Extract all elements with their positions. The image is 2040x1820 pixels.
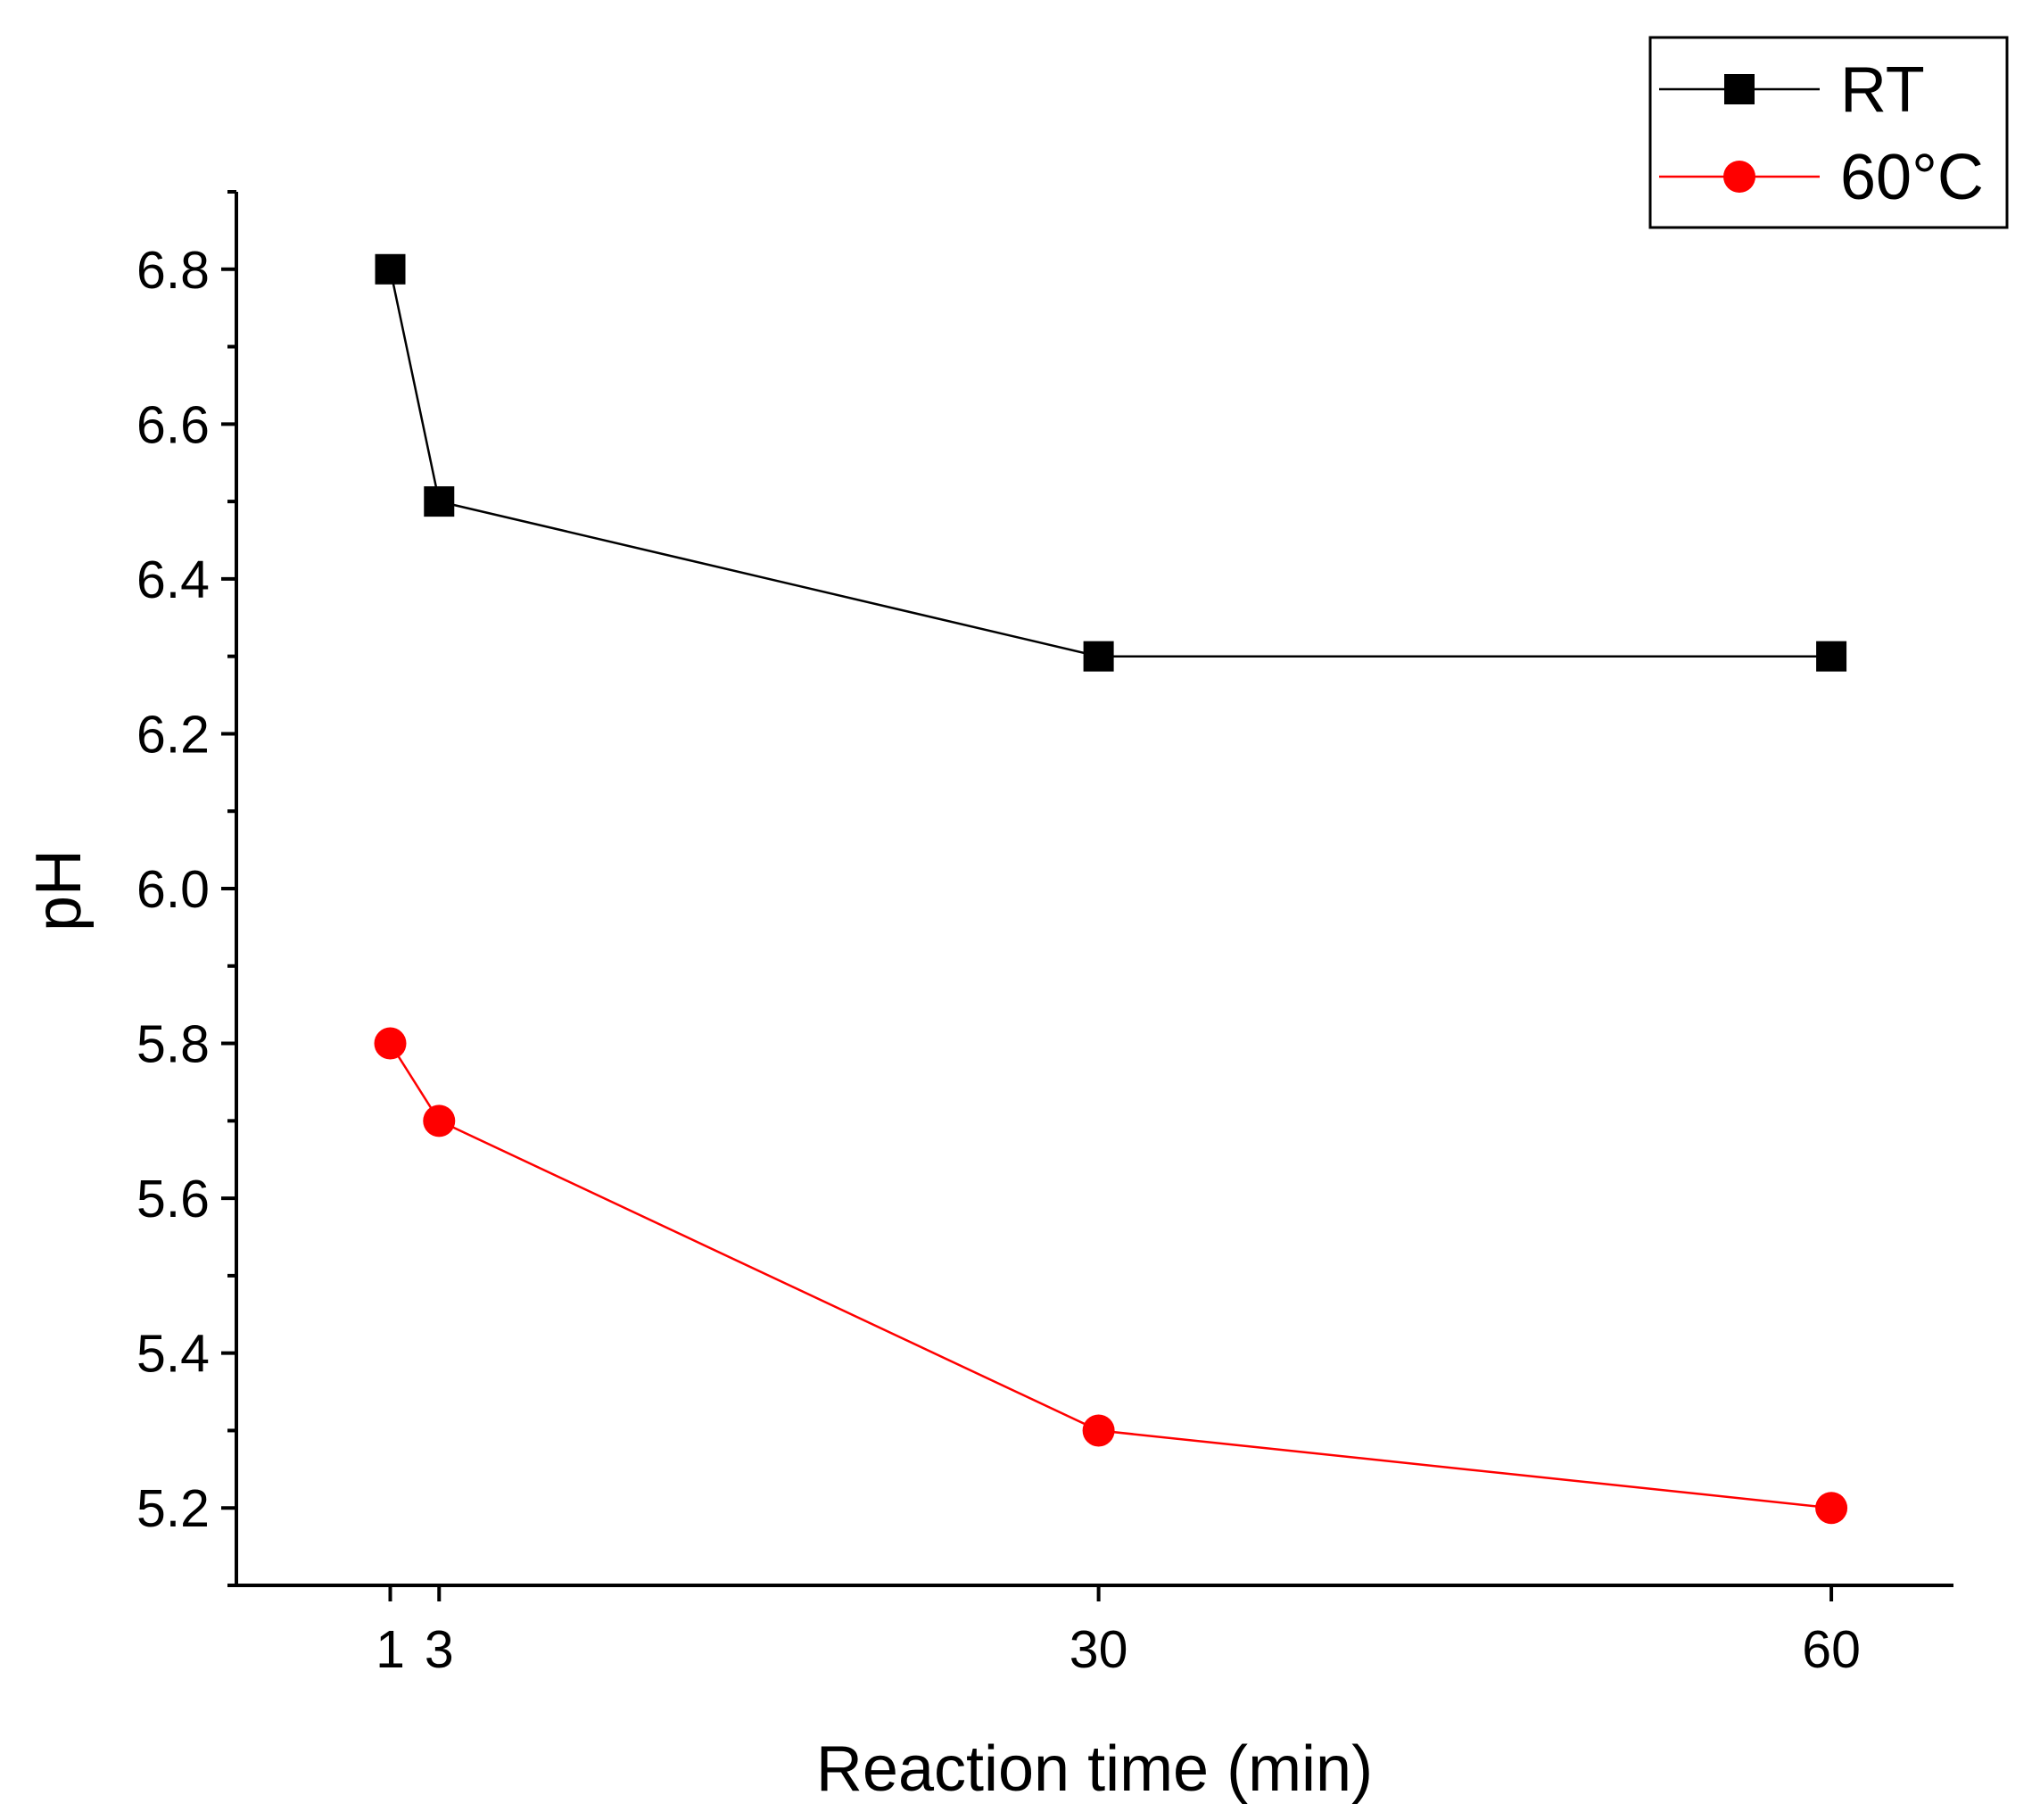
legend-60c-label: 60°C xyxy=(1840,142,1984,213)
y-ticks: 5.2 5.4 5.6 5.8 6.0 6.2 6.4 6.6 6.8 xyxy=(136,190,236,1587)
y-tick-label: 6.2 xyxy=(136,705,210,764)
legend-box xyxy=(1648,36,2009,229)
x-tick-label: 1 xyxy=(376,1620,405,1679)
data-point-rt xyxy=(1083,641,1114,672)
y-tick-label: 5.4 xyxy=(136,1325,210,1384)
data-point-rt xyxy=(424,486,455,517)
x-tick-label: 30 xyxy=(1070,1620,1128,1679)
y-tick-label: 5.2 xyxy=(136,1479,210,1538)
data-point-60c xyxy=(423,1104,456,1138)
data-point-60c xyxy=(1815,1492,1848,1525)
series-group xyxy=(374,253,1848,1525)
y-tick-label: 5.8 xyxy=(136,1015,210,1074)
x-ticks: 1 3 30 60 xyxy=(376,1585,1861,1679)
y-tick-label: 6.4 xyxy=(136,550,210,609)
x-tick-label: 60 xyxy=(1802,1620,1861,1679)
data-point-60c xyxy=(1082,1414,1115,1447)
axes xyxy=(235,192,1953,1587)
legend: RT 60°C xyxy=(1648,36,2009,229)
data-point-rt xyxy=(1816,641,1847,672)
x-tick-label: 3 xyxy=(425,1620,454,1679)
y-tick-label: 6.8 xyxy=(136,241,210,300)
series-line-60c xyxy=(389,1042,1832,1510)
legend-60c-marker xyxy=(1723,161,1755,193)
y-tick-label: 6.6 xyxy=(136,395,210,454)
y-tick-label: 5.6 xyxy=(136,1170,210,1228)
data-point-rt xyxy=(375,253,406,285)
series-line-rt xyxy=(389,269,1832,658)
data-point-60c xyxy=(374,1027,407,1060)
legend-rt-marker xyxy=(1724,74,1755,104)
y-axis-title: pH xyxy=(23,849,95,931)
x-axis-title: Reaction time (min) xyxy=(816,1733,1373,1805)
y-tick-label: 6.0 xyxy=(136,860,210,919)
legend-rt-label: RT xyxy=(1840,54,1925,126)
